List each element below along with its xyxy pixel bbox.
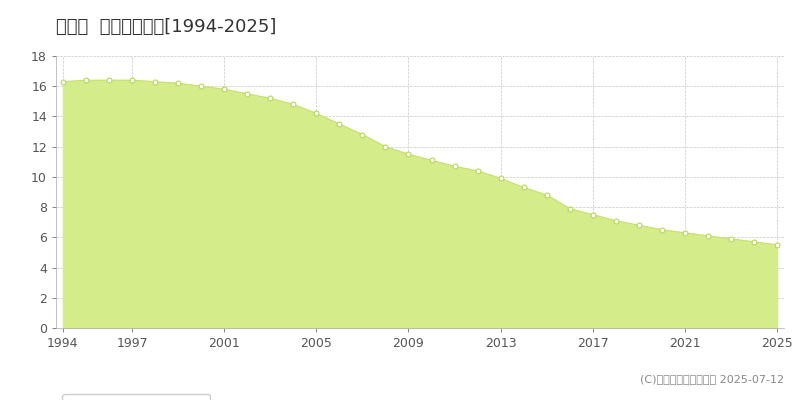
Legend: 公示地価 平均坂単価(万円/坂): 公示地価 平均坂単価(万円/坂) (62, 394, 210, 400)
Text: (C)土地価格ドットコム 2025-07-12: (C)土地価格ドットコム 2025-07-12 (640, 374, 784, 384)
Text: 太地町  公示地価推移[1994-2025]: 太地町 公示地価推移[1994-2025] (56, 18, 276, 36)
